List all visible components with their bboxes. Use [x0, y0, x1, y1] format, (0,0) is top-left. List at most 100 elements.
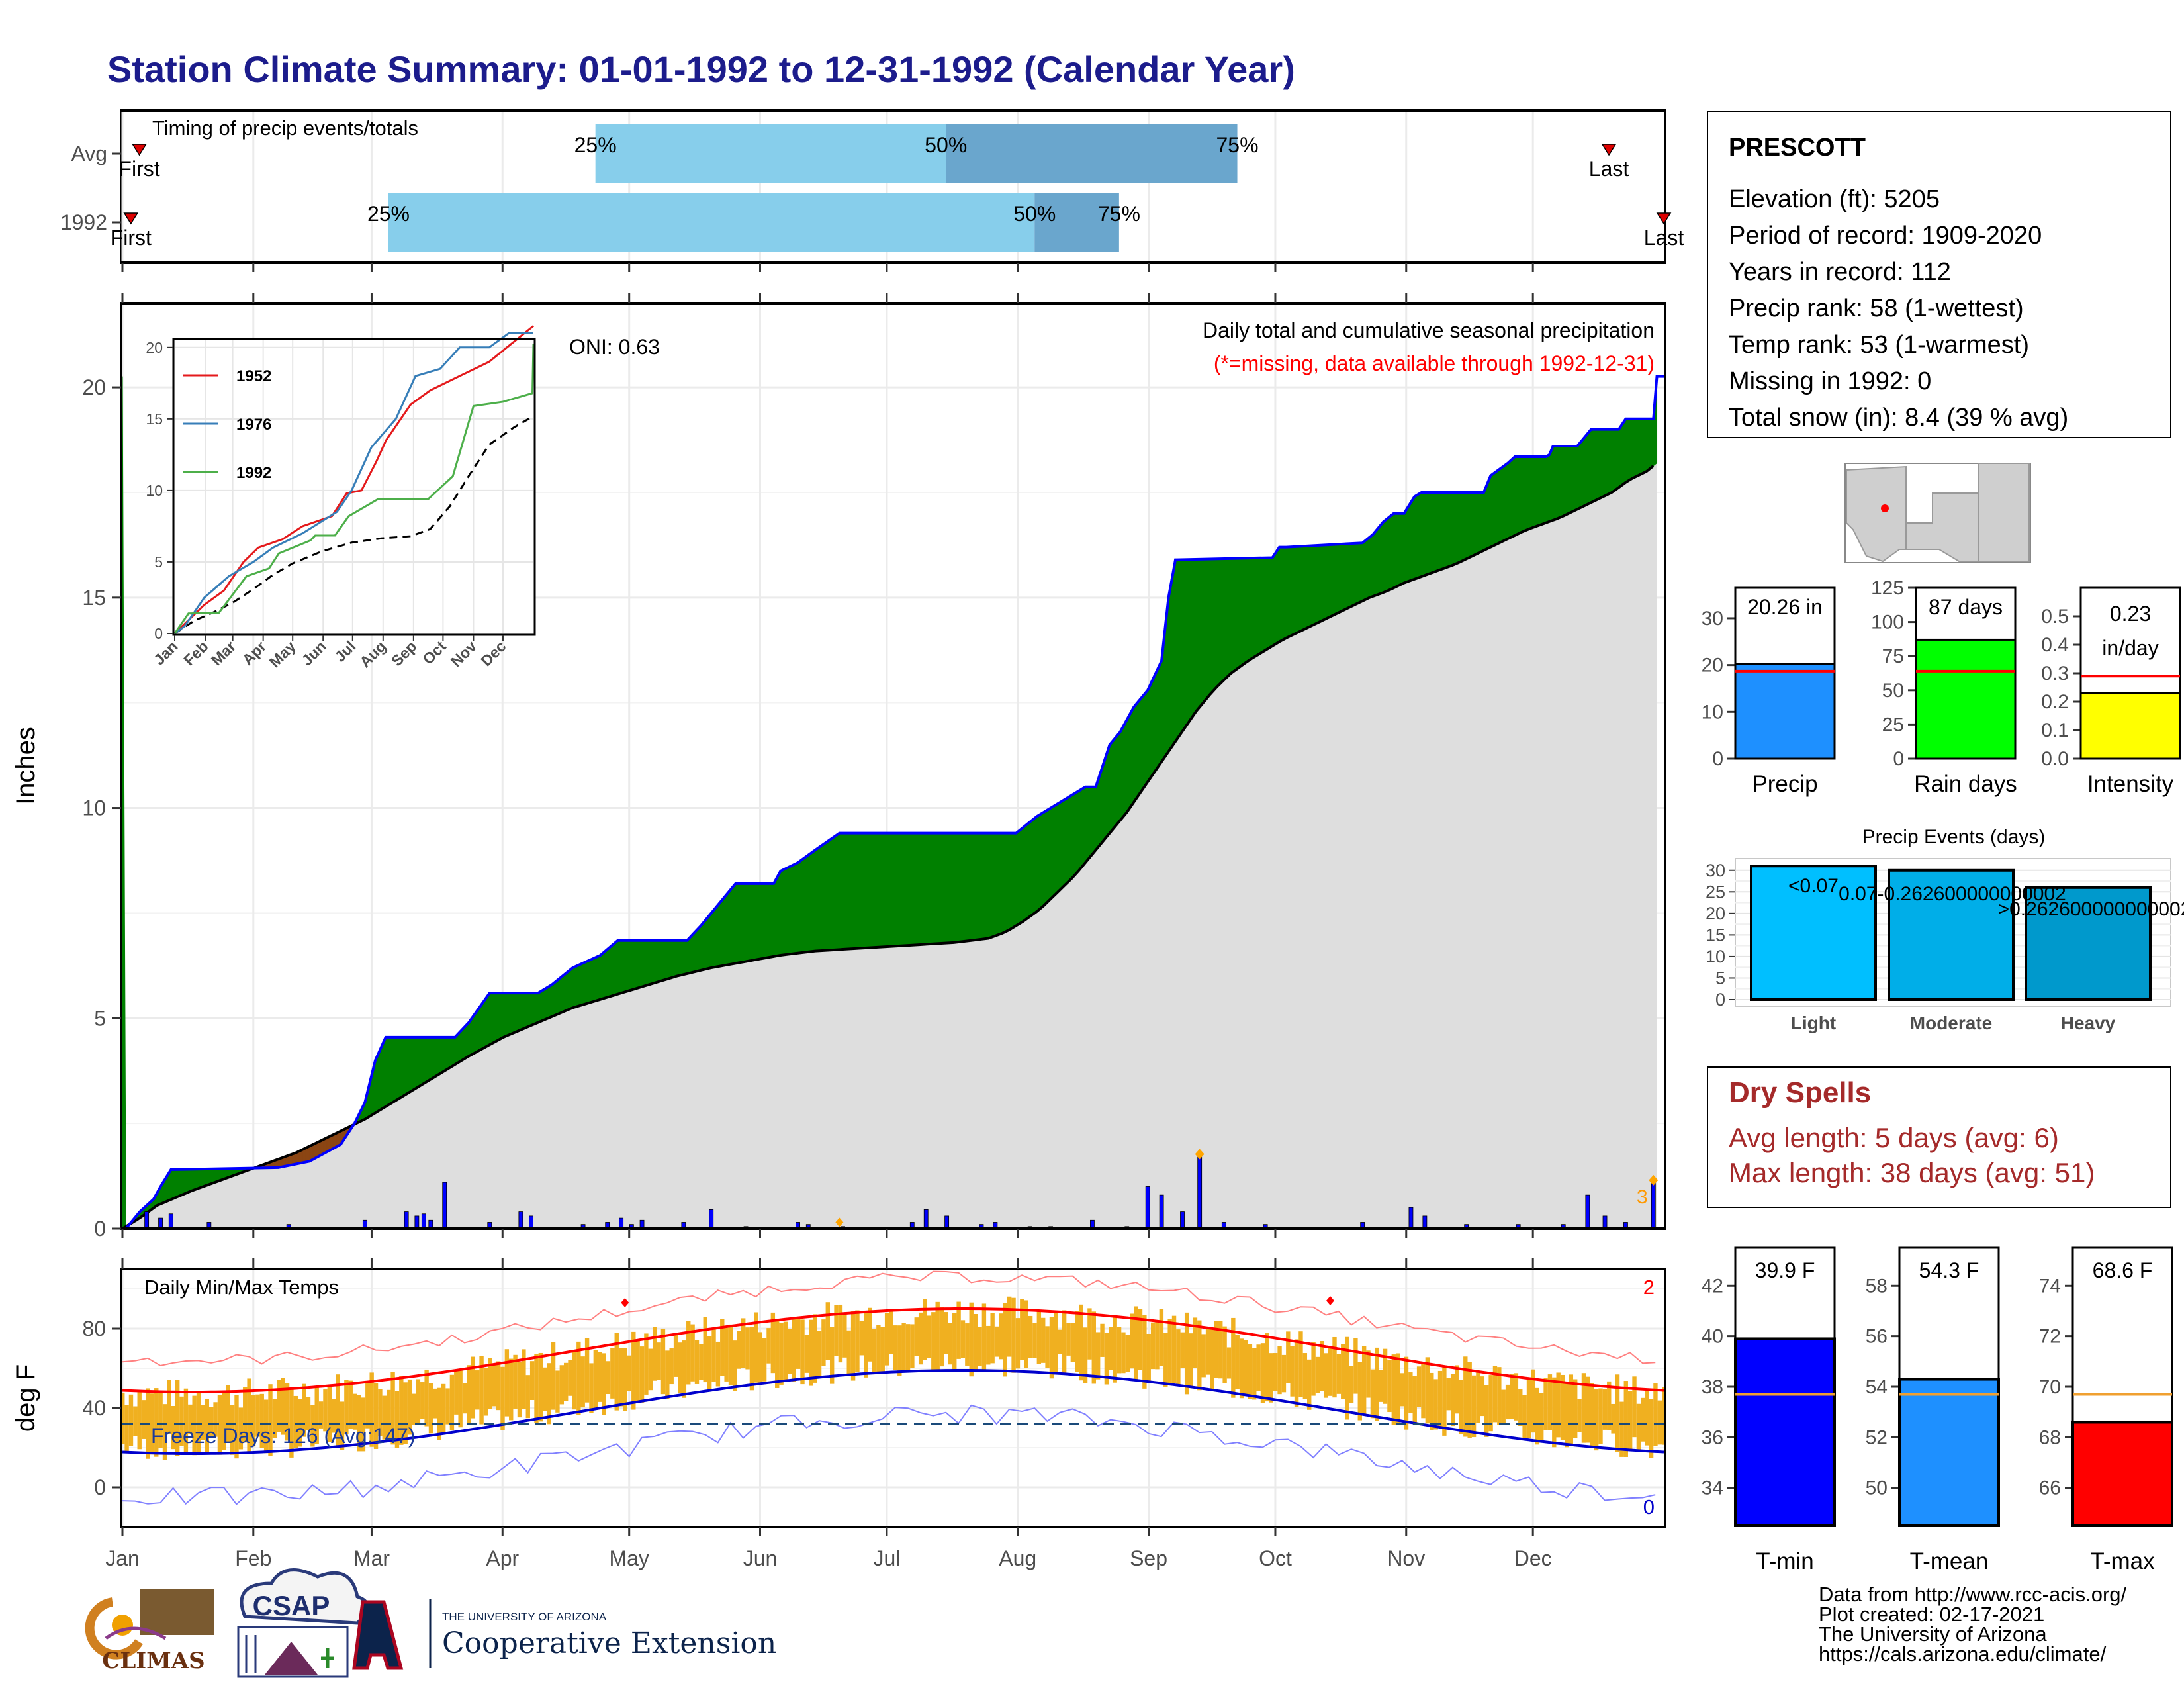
daily-temp-bar — [639, 1346, 645, 1403]
daily-temp-bar — [1150, 1322, 1156, 1370]
daily-temp-bar — [618, 1348, 623, 1407]
cumulative-departure-fill — [1036, 814, 1041, 912]
daily-temp-bar — [496, 1361, 501, 1411]
daily-temp-bar — [522, 1349, 526, 1409]
daily-temp-bar — [158, 1391, 163, 1448]
daily-temp-bar — [703, 1317, 707, 1383]
timing-bar-50-75 — [946, 124, 1238, 183]
cumulative-departure-fill — [1549, 445, 1554, 522]
last-event-marker — [1601, 144, 1617, 156]
daily-temp-bar — [990, 1313, 995, 1364]
cumulative-departure-fill — [1223, 558, 1228, 681]
daily-temp-bar — [1649, 1399, 1654, 1458]
cumulative-departure-fill — [680, 940, 684, 976]
precip-panel: 0 5 10 15 20 Daily total and cumulative seas… — [11, 293, 1666, 1241]
daily-temp-bar — [1083, 1327, 1088, 1383]
daily-temp-bar — [1024, 1300, 1028, 1368]
events-ytick-label: 25 — [1706, 882, 1725, 902]
daily-precip-bar — [1197, 1156, 1203, 1229]
daily-temp-bar — [500, 1366, 505, 1430]
daily-temp-bar — [1159, 1309, 1164, 1366]
credit-line: Plot created: 02-17-2021 — [1819, 1603, 2045, 1626]
daily-temp-bar — [884, 1313, 889, 1366]
daily-temp-bar — [525, 1375, 530, 1419]
cumulative-departure-fill — [1618, 423, 1623, 489]
first-event-label: First — [111, 226, 152, 250]
cumulative-departure-fill — [1372, 529, 1377, 597]
cumulative-departure-fill — [1400, 513, 1404, 585]
daily-temp-bar — [999, 1313, 1003, 1360]
cumulative-departure-fill — [1341, 543, 1345, 612]
cumulative-departure-fill — [1293, 546, 1297, 635]
daily-temp-bar — [1054, 1313, 1058, 1375]
cumulative-departure-fill — [590, 957, 594, 1004]
daily-temp-bar — [707, 1336, 712, 1389]
cumulative-departure-fill — [856, 833, 861, 949]
cumulative-departure-fill — [1282, 547, 1287, 641]
cumulative-departure-fill — [1410, 495, 1415, 581]
daily-temp-bar — [281, 1378, 285, 1435]
cumulative-departure-fill — [492, 992, 497, 1044]
temp-ytick-label: 0 — [94, 1476, 106, 1499]
cumulative-departure-fill — [195, 1168, 199, 1190]
events-category-label: Light — [1791, 1013, 1836, 1033]
daily-temp-bar — [788, 1329, 792, 1374]
daily-temp-bar — [1197, 1320, 1202, 1391]
daily-temp-bar — [171, 1406, 175, 1450]
tstat-ytick-label: 34 — [1702, 1477, 1723, 1499]
daily-temp-bar — [1036, 1310, 1042, 1364]
daily-temp-bar — [1577, 1399, 1582, 1432]
daily-temp-bar — [1345, 1336, 1349, 1420]
precip-ytick-label: 0 — [94, 1217, 106, 1241]
cumulative-departure-fill — [780, 868, 785, 956]
daily-temp-bar — [1408, 1372, 1413, 1413]
daily-temp-bar — [1201, 1334, 1206, 1378]
daily-temp-bar — [804, 1335, 809, 1373]
timing-bar-25-50 — [388, 193, 1035, 252]
station-info-line: Elevation (ft): 5205 — [1729, 185, 1940, 213]
cumulative-departure-fill — [531, 992, 535, 1026]
daily-temp-bar — [205, 1399, 210, 1452]
cumulative-departure-fill — [704, 916, 708, 970]
cumulative-departure-fill — [998, 833, 1003, 935]
precip-stat-bars: 0 10 20 30 20.26 in Precip 0 25 50 75 100 125 87 day… — [1702, 577, 2181, 797]
cumulative-departure-fill — [1068, 794, 1072, 883]
cumulative-departure-fill — [1237, 557, 1242, 669]
daily-temp-bar — [390, 1372, 395, 1445]
daily-temp-bar — [1286, 1331, 1291, 1383]
daily-temp-bar — [868, 1307, 872, 1362]
events-ytick-label: 0 — [1715, 990, 1725, 1009]
cumulative-departure-fill — [461, 1025, 466, 1061]
daily-temp-bar — [644, 1333, 649, 1395]
month-label: Jul — [873, 1546, 900, 1570]
cumulative-departure-fill — [1424, 492, 1429, 576]
daily-temp-bar — [914, 1317, 919, 1356]
events-ytick-label: 10 — [1706, 947, 1725, 966]
cumulative-departure-fill — [1531, 456, 1536, 529]
daily-precip-bar — [923, 1209, 929, 1229]
cumulative-departure-fill — [430, 1037, 435, 1080]
cumulative-departure-fill — [181, 1169, 185, 1196]
daily-temp-bar — [1627, 1391, 1633, 1450]
daily-temp-bar — [1028, 1315, 1033, 1358]
cumulative-departure-fill — [690, 932, 695, 974]
stat-value-unit: in/day — [2102, 636, 2158, 660]
daily-temp-bar — [952, 1313, 957, 1372]
record-max-line — [122, 1270, 1656, 1367]
inset-series-1952 — [173, 325, 534, 635]
tstat-bar-t-min — [1734, 1337, 1836, 1528]
daily-temp-bar — [809, 1319, 813, 1386]
cumulative-departure-fill — [555, 978, 559, 1016]
daily-temp-bar — [332, 1399, 336, 1433]
daily-temp-bar — [424, 1369, 429, 1427]
cumulative-departure-fill — [967, 833, 972, 941]
cumulative-departure-fill — [1081, 786, 1086, 868]
daily-temp-bar — [336, 1374, 340, 1448]
daily-temp-bar — [1176, 1329, 1181, 1387]
cumulative-departure-fill — [790, 863, 795, 955]
tstat-ytick-label: 50 — [1866, 1477, 1888, 1499]
daily-temp-bar — [154, 1388, 159, 1457]
cumulative-departure-fill — [1608, 429, 1612, 495]
cumulative-departure-fill — [662, 940, 667, 981]
cumulative-departure-fill — [170, 1169, 175, 1200]
